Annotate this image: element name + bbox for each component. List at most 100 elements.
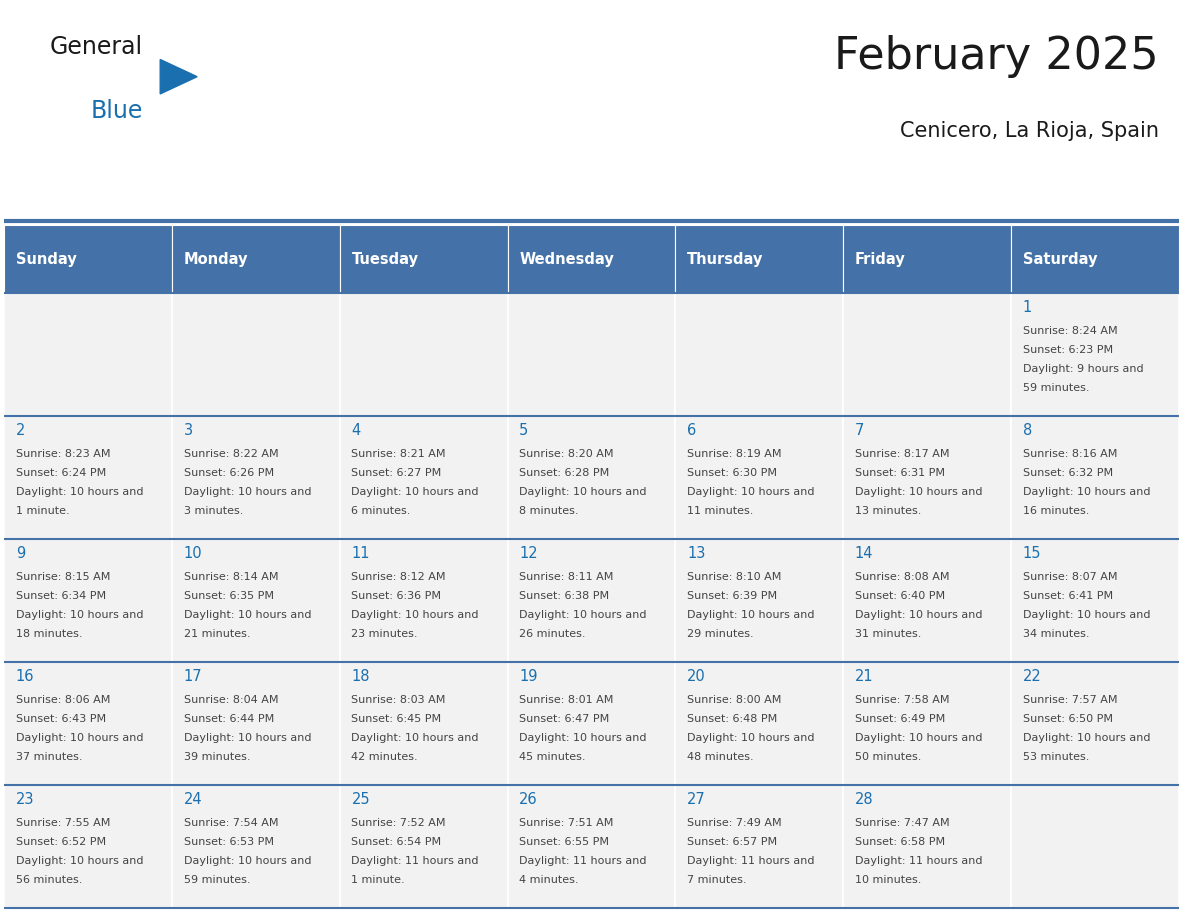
Text: 5: 5 bbox=[519, 423, 529, 439]
Bar bbox=[1011, 226, 1178, 293]
Bar bbox=[675, 662, 843, 785]
Text: 1: 1 bbox=[1023, 300, 1032, 316]
Text: 21 minutes.: 21 minutes. bbox=[184, 629, 251, 639]
Bar bbox=[843, 662, 1011, 785]
Text: Daylight: 10 hours and: Daylight: 10 hours and bbox=[352, 487, 479, 498]
Text: 27: 27 bbox=[687, 792, 706, 807]
Text: 10 minutes.: 10 minutes. bbox=[855, 875, 921, 885]
Text: 24: 24 bbox=[184, 792, 202, 807]
Text: 23: 23 bbox=[15, 792, 34, 807]
Text: 18 minutes.: 18 minutes. bbox=[15, 629, 82, 639]
Text: Sunset: 6:54 PM: Sunset: 6:54 PM bbox=[352, 837, 442, 847]
Bar bbox=[5, 785, 172, 908]
Text: Monday: Monday bbox=[184, 252, 248, 267]
Text: Sunrise: 8:00 AM: Sunrise: 8:00 AM bbox=[687, 695, 782, 705]
Text: 34 minutes.: 34 minutes. bbox=[1023, 629, 1089, 639]
Text: Cenicero, La Rioja, Spain: Cenicero, La Rioja, Spain bbox=[899, 121, 1158, 141]
Text: Daylight: 10 hours and: Daylight: 10 hours and bbox=[184, 733, 311, 744]
Text: Daylight: 10 hours and: Daylight: 10 hours and bbox=[855, 733, 982, 744]
Text: Sunset: 6:38 PM: Sunset: 6:38 PM bbox=[519, 591, 609, 601]
Text: General: General bbox=[50, 36, 143, 60]
Text: 1 minute.: 1 minute. bbox=[15, 507, 70, 516]
Text: Daylight: 10 hours and: Daylight: 10 hours and bbox=[15, 856, 144, 866]
Bar bbox=[675, 293, 843, 416]
Text: Daylight: 10 hours and: Daylight: 10 hours and bbox=[687, 487, 815, 498]
Text: 4: 4 bbox=[352, 423, 361, 439]
Text: Sunrise: 8:03 AM: Sunrise: 8:03 AM bbox=[352, 695, 446, 705]
Bar bbox=[5, 293, 172, 416]
Text: Sunrise: 8:16 AM: Sunrise: 8:16 AM bbox=[1023, 449, 1117, 459]
Text: Sunday: Sunday bbox=[15, 252, 77, 267]
Text: Sunset: 6:58 PM: Sunset: 6:58 PM bbox=[855, 837, 944, 847]
Text: 13: 13 bbox=[687, 546, 706, 561]
Text: 59 minutes.: 59 minutes. bbox=[1023, 384, 1089, 394]
Text: February 2025: February 2025 bbox=[834, 35, 1158, 78]
Text: Sunrise: 8:06 AM: Sunrise: 8:06 AM bbox=[15, 695, 110, 705]
Text: Sunrise: 7:58 AM: Sunrise: 7:58 AM bbox=[855, 695, 949, 705]
Bar bbox=[5, 539, 172, 662]
Bar bbox=[675, 539, 843, 662]
Text: Daylight: 9 hours and: Daylight: 9 hours and bbox=[1023, 364, 1143, 375]
Text: Sunrise: 8:17 AM: Sunrise: 8:17 AM bbox=[855, 449, 949, 459]
Text: Thursday: Thursday bbox=[687, 252, 764, 267]
Text: 23 minutes.: 23 minutes. bbox=[352, 629, 418, 639]
Text: Sunset: 6:23 PM: Sunset: 6:23 PM bbox=[1023, 345, 1113, 355]
Text: Daylight: 11 hours and: Daylight: 11 hours and bbox=[855, 856, 982, 866]
Text: Daylight: 11 hours and: Daylight: 11 hours and bbox=[352, 856, 479, 866]
Text: Sunset: 6:52 PM: Sunset: 6:52 PM bbox=[15, 837, 106, 847]
Bar bbox=[507, 539, 675, 662]
Text: Sunset: 6:31 PM: Sunset: 6:31 PM bbox=[855, 468, 944, 478]
Text: Sunset: 6:57 PM: Sunset: 6:57 PM bbox=[687, 837, 777, 847]
Text: 8 minutes.: 8 minutes. bbox=[519, 507, 579, 516]
Bar bbox=[507, 416, 675, 539]
Text: Sunrise: 8:15 AM: Sunrise: 8:15 AM bbox=[15, 572, 110, 582]
Text: 39 minutes.: 39 minutes. bbox=[184, 752, 251, 762]
Text: Sunset: 6:39 PM: Sunset: 6:39 PM bbox=[687, 591, 777, 601]
Bar bbox=[340, 785, 507, 908]
Text: 8: 8 bbox=[1023, 423, 1032, 439]
Text: Sunrise: 8:08 AM: Sunrise: 8:08 AM bbox=[855, 572, 949, 582]
Text: Sunrise: 8:10 AM: Sunrise: 8:10 AM bbox=[687, 572, 782, 582]
Text: 4 minutes.: 4 minutes. bbox=[519, 875, 579, 885]
Text: Sunrise: 8:12 AM: Sunrise: 8:12 AM bbox=[352, 572, 446, 582]
Text: 16 minutes.: 16 minutes. bbox=[1023, 507, 1089, 516]
Text: Daylight: 10 hours and: Daylight: 10 hours and bbox=[1023, 733, 1150, 744]
Text: 48 minutes.: 48 minutes. bbox=[687, 752, 753, 762]
Text: Saturday: Saturday bbox=[1023, 252, 1097, 267]
Text: 14: 14 bbox=[855, 546, 873, 561]
Text: Sunrise: 7:47 AM: Sunrise: 7:47 AM bbox=[855, 818, 949, 828]
Text: Sunset: 6:47 PM: Sunset: 6:47 PM bbox=[519, 714, 609, 724]
Text: 7 minutes.: 7 minutes. bbox=[687, 875, 746, 885]
Bar bbox=[340, 416, 507, 539]
Text: Daylight: 10 hours and: Daylight: 10 hours and bbox=[352, 610, 479, 621]
Bar bbox=[172, 416, 340, 539]
Text: Sunrise: 8:23 AM: Sunrise: 8:23 AM bbox=[15, 449, 110, 459]
Text: Blue: Blue bbox=[90, 99, 143, 123]
Text: Sunset: 6:43 PM: Sunset: 6:43 PM bbox=[15, 714, 106, 724]
Text: 45 minutes.: 45 minutes. bbox=[519, 752, 586, 762]
Bar bbox=[507, 662, 675, 785]
Text: 21: 21 bbox=[855, 669, 873, 684]
Text: Sunrise: 8:14 AM: Sunrise: 8:14 AM bbox=[184, 572, 278, 582]
Bar bbox=[507, 293, 675, 416]
Text: 13 minutes.: 13 minutes. bbox=[855, 507, 921, 516]
Text: 11: 11 bbox=[352, 546, 369, 561]
Text: Daylight: 10 hours and: Daylight: 10 hours and bbox=[687, 610, 815, 621]
Text: 19: 19 bbox=[519, 669, 538, 684]
Bar bbox=[340, 293, 507, 416]
Text: 9: 9 bbox=[15, 546, 25, 561]
Text: Sunset: 6:32 PM: Sunset: 6:32 PM bbox=[1023, 468, 1113, 478]
Text: Sunset: 6:40 PM: Sunset: 6:40 PM bbox=[855, 591, 944, 601]
Bar bbox=[1011, 662, 1178, 785]
Text: Sunset: 6:41 PM: Sunset: 6:41 PM bbox=[1023, 591, 1113, 601]
Text: 18: 18 bbox=[352, 669, 369, 684]
Text: 31 minutes.: 31 minutes. bbox=[855, 629, 921, 639]
Text: 1 minute.: 1 minute. bbox=[352, 875, 405, 885]
Bar bbox=[1011, 539, 1178, 662]
Bar bbox=[1011, 416, 1178, 539]
Text: Sunset: 6:36 PM: Sunset: 6:36 PM bbox=[352, 591, 442, 601]
Text: Daylight: 10 hours and: Daylight: 10 hours and bbox=[184, 610, 311, 621]
Text: Sunset: 6:55 PM: Sunset: 6:55 PM bbox=[519, 837, 609, 847]
Text: Sunset: 6:30 PM: Sunset: 6:30 PM bbox=[687, 468, 777, 478]
Text: Sunrise: 8:19 AM: Sunrise: 8:19 AM bbox=[687, 449, 782, 459]
